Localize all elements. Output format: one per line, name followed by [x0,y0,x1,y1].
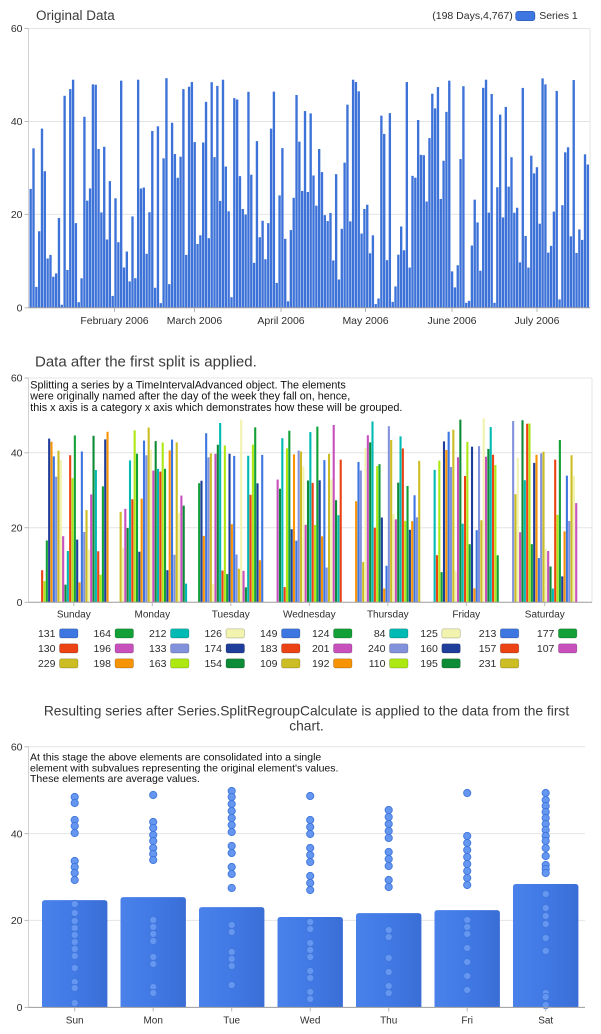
svg-text:212: 212 [149,628,167,640]
svg-text:20: 20 [11,209,23,221]
svg-text:20: 20 [11,522,23,534]
svg-text:131: 131 [38,628,56,640]
svg-text:Fri: Fri [461,1016,473,1027]
svg-text:201: 201 [312,643,330,655]
svg-text:195: 195 [420,658,438,670]
svg-text:Resulting series after Series.: Resulting series after Series.SplitRegro… [44,704,569,719]
svg-text:133: 133 [149,643,167,655]
svg-text:Tuesday: Tuesday [212,610,250,621]
svg-text:Original Data: Original Data [36,8,115,23]
svg-text:60: 60 [11,23,23,35]
svg-text:149: 149 [260,628,278,640]
svg-text:Sat: Sat [538,1016,553,1027]
svg-text:At this stage the above elemen: At this stage the above elements are con… [30,752,321,764]
svg-text:July 2006: July 2006 [515,315,560,327]
svg-text:Monday: Monday [135,610,171,621]
svg-text:Series 1: Series 1 [539,10,578,22]
svg-text:0: 0 [17,1002,23,1014]
svg-text:Friday: Friday [452,610,480,621]
svg-text:229: 229 [38,658,56,670]
svg-text:125: 125 [420,628,438,640]
svg-text:183: 183 [260,643,278,655]
svg-text:160: 160 [420,643,438,655]
svg-text:April 2006: April 2006 [257,315,304,327]
svg-text:These elements are average val: These elements are average values. [30,773,200,785]
svg-text:213: 213 [479,628,497,640]
svg-text:June 2006: June 2006 [427,315,476,327]
svg-text:element with subvalues represe: element with subvalues representing the … [30,762,338,774]
svg-text:231: 231 [479,658,497,670]
svg-text:Wed: Wed [300,1016,320,1027]
svg-text:40: 40 [11,828,23,840]
svg-text:February 2006: February 2006 [80,315,148,327]
svg-text:Tue: Tue [223,1016,240,1027]
svg-text:Sunday: Sunday [57,610,91,621]
svg-text:Thu: Thu [380,1016,397,1027]
svg-text:126: 126 [204,628,222,640]
svg-text:0: 0 [17,303,23,315]
svg-text:110: 110 [369,658,386,670]
svg-text:March 2006: March 2006 [167,315,223,327]
svg-text:60: 60 [11,373,23,385]
svg-text:164: 164 [93,628,111,640]
svg-text:Data after the first split is: Data after the first split is applied. [35,354,257,371]
svg-text:Wednesday: Wednesday [283,610,336,621]
svg-text:chart.: chart. [289,719,324,734]
svg-text:177: 177 [537,628,555,640]
svg-text:107: 107 [537,643,555,655]
svg-text:40: 40 [11,116,23,128]
svg-text:109: 109 [260,658,278,670]
svg-text:Mon: Mon [143,1016,162,1027]
svg-text:124: 124 [312,628,330,640]
svg-text:this x axis is a category x ax: this x axis is a category x axis which d… [30,402,402,414]
svg-text:192: 192 [312,658,330,670]
svg-text:174: 174 [204,643,222,655]
svg-text:Thursday: Thursday [367,610,409,621]
svg-text:0: 0 [17,597,23,609]
svg-text:Saturday: Saturday [525,610,565,621]
svg-text:40: 40 [11,448,23,460]
svg-text:May 2006: May 2006 [342,315,388,327]
svg-text:130: 130 [38,643,56,655]
svg-text:154: 154 [204,658,222,670]
svg-text:60: 60 [11,742,23,754]
svg-text:198: 198 [93,658,111,670]
svg-text:240: 240 [368,643,386,655]
svg-text:20: 20 [11,915,23,927]
svg-text:157: 157 [479,643,497,655]
svg-text:Splitting a series by a TimeIn: Splitting a series by a TimeIntervalAdva… [30,380,346,392]
svg-text:163: 163 [149,658,167,670]
svg-text:84: 84 [374,628,386,640]
svg-text:(198 Days,4,767): (198 Days,4,767) [432,10,513,22]
svg-text:were originally named after th: were originally named after the day of t… [29,391,350,403]
svg-text:196: 196 [93,643,111,655]
svg-text:Sun: Sun [66,1016,84,1027]
